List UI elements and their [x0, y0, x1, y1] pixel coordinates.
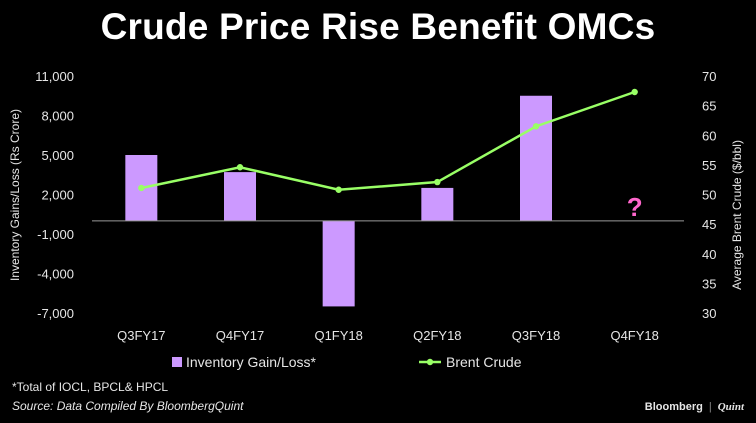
x-tick-label: Q3FY17	[117, 328, 165, 343]
y-left-tick-label: -1,000	[37, 227, 74, 242]
y-right-tick-label: 70	[702, 69, 716, 84]
annotation-question-mark: ?	[627, 192, 643, 222]
legend-label-inventory: Inventory Gain/Loss*	[186, 354, 317, 370]
bar-q2fy18	[421, 187, 454, 221]
axes-layer: -7,000 -4,000 -1,000 2,000 5,000 8,000 11,000 3…	[8, 69, 744, 343]
brent-point-q1fy18	[335, 186, 342, 193]
brand-logo: Bloomberg | Quint	[645, 401, 744, 413]
quint-wordmark: Quint	[717, 401, 744, 413]
footnote: *Total of IOCL, BPCL& HPCL	[12, 380, 169, 394]
y-left-tick-label: 8,000	[41, 109, 74, 124]
y-left-tick-label: 2,000	[41, 188, 74, 203]
bars-layer	[125, 95, 552, 307]
y-right-tick-label: 40	[702, 247, 716, 262]
y-left-tick-label: 5,000	[41, 148, 74, 163]
y-right-tick-label: 35	[702, 276, 716, 291]
y-left-tick-label: 11,000	[35, 69, 74, 84]
y-right-axis-title: Average Brent Crude ($/bbl)	[730, 140, 744, 290]
legend-label-brent: Brent Crude	[446, 354, 522, 370]
legend-swatch-inventory	[172, 357, 182, 367]
brent-point-q3fy17	[138, 184, 145, 192]
y-left-tick-label: -7,000	[37, 306, 74, 321]
brent-point-q2fy18	[434, 178, 441, 186]
brent-point-q3fy18	[532, 123, 540, 130]
x-tick-label: Q1FY18	[314, 328, 362, 343]
labels-layer: ?	[627, 192, 643, 222]
brent-crude-line	[141, 90, 636, 192]
brand-separator: |	[708, 401, 712, 413]
y-left-tick-label: -4,000	[37, 267, 74, 282]
x-tick-label: Q4FY17	[216, 328, 264, 343]
x-tick-label: Q4FY18	[610, 328, 658, 343]
y-right-tick-label: 55	[702, 158, 716, 173]
bar-q3fy18	[520, 95, 552, 221]
y-right-tick-label: 30	[702, 306, 716, 321]
brent-point-q4fy18	[631, 88, 638, 96]
source-note: Source: Data Compiled By BloombergQuint	[12, 399, 244, 413]
bloomberg-wordmark: Bloomberg	[644, 401, 703, 413]
y-right-tick-label: 45	[702, 217, 716, 232]
y-right-tick-label: 60	[702, 128, 716, 143]
bar-q1fy18	[322, 220, 355, 307]
y-right-tick-label: 65	[702, 99, 716, 114]
line-layer	[138, 88, 638, 193]
y-right-tick-label: 50	[702, 188, 716, 203]
x-tick-label: Q3FY18	[512, 328, 560, 343]
chart-title: Crude Price Rise Benefit OMCs	[100, 6, 656, 47]
legend-layer: Inventory Gain/Loss* Brent Crude	[172, 354, 522, 370]
bar-q4fy17	[224, 172, 256, 221]
x-tick-label: Q2FY18	[413, 328, 461, 343]
brent-point-q4fy17	[236, 164, 244, 171]
legend-swatch-brent-dot	[426, 358, 434, 366]
y-left-axis-title: Inventory Gains/Loss (Rs Crore)	[8, 109, 22, 281]
